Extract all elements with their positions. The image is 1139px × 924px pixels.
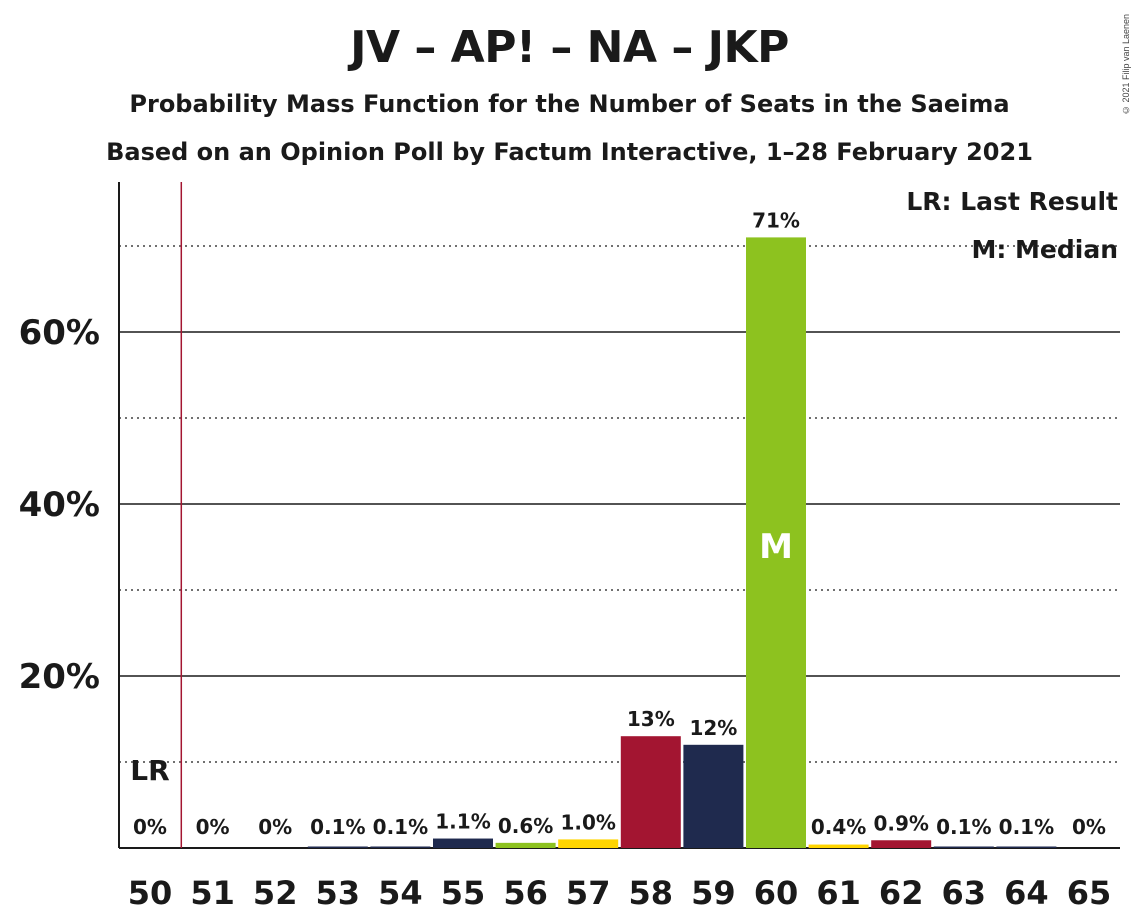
x-tick-label: 65 xyxy=(1067,874,1112,912)
bar-seat-54 xyxy=(370,846,431,848)
x-tick-label: 63 xyxy=(942,874,987,912)
x-tick-label: 54 xyxy=(378,874,423,912)
bar-value-label: 0% xyxy=(133,815,167,839)
bar-value-label: 0.6% xyxy=(498,814,553,838)
x-tick-label: 62 xyxy=(879,874,924,912)
chart-title: JV – AP! – NA – JKP xyxy=(350,22,789,73)
bar-value-label: 0.4% xyxy=(811,815,866,839)
x-tick-label: 64 xyxy=(1004,874,1049,912)
bar-value-label: 0% xyxy=(258,815,292,839)
bars xyxy=(307,237,1057,848)
x-tick-label: 56 xyxy=(503,874,548,912)
bar-seat-62 xyxy=(871,840,932,848)
x-tick-label: 58 xyxy=(629,874,674,912)
x-tick-label: 55 xyxy=(441,874,486,912)
bar-value-label: 0.1% xyxy=(936,815,991,839)
bar-labels: 0% 0% 0% 0.1% 0.1% 1.1% 0.6% 1.0% 13% 12% 71% 0.4% 0… xyxy=(133,208,1106,839)
bar-seat-64 xyxy=(996,846,1057,848)
bar-value-label: 0.1% xyxy=(999,815,1054,839)
y-axis-labels: 20% 40% 60% xyxy=(19,313,100,697)
bar-value-label: 0.1% xyxy=(373,815,428,839)
bar-seat-56 xyxy=(495,842,556,848)
chart-source: Based on an Opinion Poll by Factum Inter… xyxy=(106,138,1033,166)
bar-seat-60 xyxy=(746,237,806,848)
bar-seat-58 xyxy=(620,736,681,848)
bar-seat-61 xyxy=(808,844,869,848)
y-tick-label: 60% xyxy=(19,313,100,353)
median-marker: M xyxy=(759,527,793,567)
bar-seat-63 xyxy=(933,846,994,848)
bar-value-label: 13% xyxy=(627,707,675,731)
bar-seat-55 xyxy=(433,838,493,848)
y-tick-label: 20% xyxy=(19,657,100,697)
bar-value-label: 0.9% xyxy=(873,811,928,835)
bar-value-label: 1.0% xyxy=(560,810,615,834)
bar-value-label: 1.1% xyxy=(435,810,490,834)
legend-last-result: LR: Last Result xyxy=(906,187,1118,216)
x-axis-labels: 50 51 52 53 54 55 56 57 58 59 60 61 62 63 64 65 xyxy=(128,874,1112,912)
last-result-marker: LR xyxy=(130,754,169,787)
x-tick-label: 61 xyxy=(816,874,861,912)
bar-seat-53 xyxy=(307,846,368,848)
legend-median: M: Median xyxy=(971,235,1118,264)
bar-seat-59 xyxy=(683,744,744,848)
x-tick-label: 60 xyxy=(754,874,799,912)
bar-value-label: 12% xyxy=(689,716,737,740)
x-tick-label: 59 xyxy=(691,874,736,912)
bar-value-label: 71% xyxy=(752,208,800,232)
bar-seat-57 xyxy=(558,839,619,848)
chart-subtitle: Probability Mass Function for the Number… xyxy=(129,90,1010,118)
x-tick-label: 51 xyxy=(190,874,235,912)
x-tick-label: 50 xyxy=(128,874,173,912)
bar-value-label: 0.1% xyxy=(310,815,365,839)
y-tick-label: 40% xyxy=(19,485,100,525)
x-tick-label: 57 xyxy=(566,874,611,912)
grid-lines xyxy=(119,245,1120,849)
bar-value-label: 0% xyxy=(196,815,230,839)
x-tick-label: 53 xyxy=(316,874,361,912)
x-tick-label: 52 xyxy=(253,874,298,912)
bar-value-label: 0% xyxy=(1072,815,1106,839)
